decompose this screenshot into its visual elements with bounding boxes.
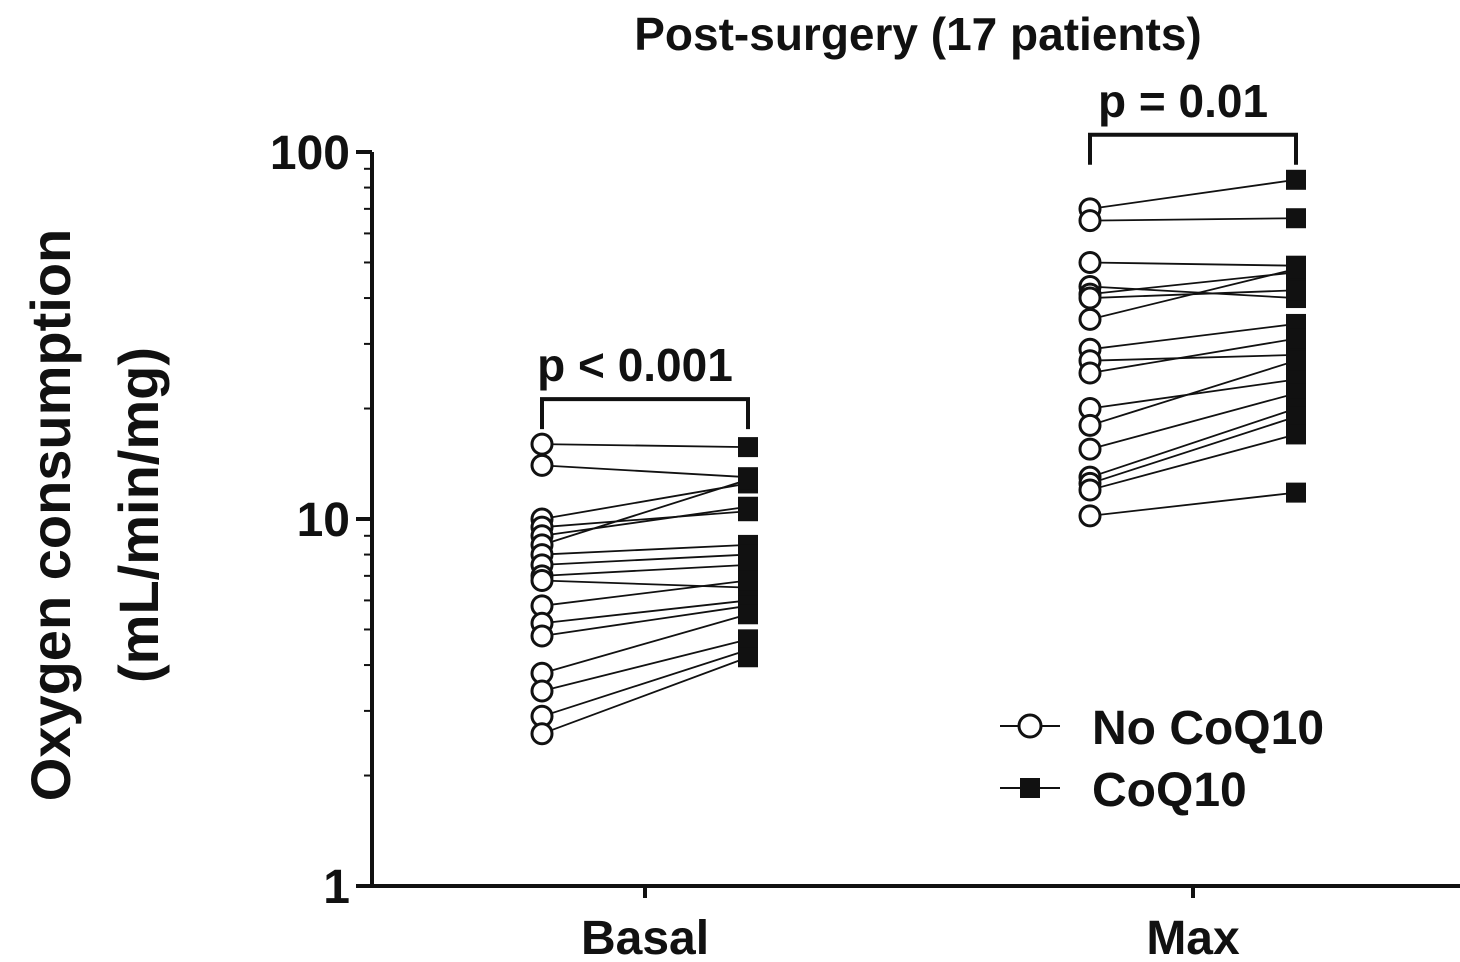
axes: Basal Max (370, 152, 1460, 962)
group-basal (530, 432, 758, 746)
point-coq10 (738, 604, 758, 625)
pair-line (1089, 268, 1297, 321)
pair-line (1089, 353, 1297, 362)
point-coq10 (1286, 328, 1306, 349)
y-axis-label-line2: (mL/min/mg) (107, 347, 170, 683)
pair-line (1089, 491, 1297, 517)
significance-bracket (540, 397, 750, 430)
point-no-coq10 (1078, 307, 1102, 331)
x-tick-label-basal: Basal (581, 912, 709, 962)
point-coq10 (1286, 406, 1306, 427)
point-no-coq10 (530, 453, 554, 477)
point-coq10 (1286, 258, 1306, 279)
pair-line (541, 464, 749, 479)
pair-line (541, 648, 749, 718)
data-series (530, 169, 1306, 746)
point-coq10 (1286, 169, 1306, 190)
point-no-coq10 (1078, 413, 1102, 437)
pair-line (1089, 217, 1297, 222)
pair-line (541, 505, 749, 537)
legend-label-no-coq10: No CoQ10 (1092, 702, 1324, 755)
pair-line (1089, 407, 1297, 479)
point-no-coq10 (530, 722, 554, 746)
point-no-coq10 (530, 568, 554, 592)
point-coq10 (1286, 350, 1306, 371)
legend-marker-open-circle (1017, 713, 1043, 739)
point-coq10 (738, 554, 758, 575)
group-max (1078, 169, 1306, 528)
pair-line (541, 478, 749, 546)
point-no-coq10 (1078, 209, 1102, 233)
point-coq10 (1286, 208, 1306, 229)
p-value-label: p = 0.01 (1098, 75, 1268, 127)
y-tick-label: 1 (323, 861, 350, 914)
y-axis-label: Oxygen consumption (mL/min/mg) (19, 229, 170, 802)
pair-line (541, 613, 749, 675)
point-coq10 (1286, 482, 1306, 503)
pair-line (1089, 433, 1297, 491)
legend-entry-coq10: CoQ10 (1000, 764, 1247, 817)
legend-entry-no-coq10: No CoQ10 (1000, 702, 1324, 755)
y-tick-label: 10 (297, 494, 350, 547)
point-coq10 (1286, 280, 1306, 301)
point-no-coq10 (530, 624, 554, 648)
point-coq10 (738, 570, 758, 591)
point-coq10 (738, 437, 758, 458)
pair-line (541, 544, 749, 556)
pair-line (541, 563, 749, 577)
chart-title: Post-surgery (17 patients) (634, 8, 1201, 60)
significance-annotations: p < 0.001 p = 0.01 (537, 75, 1298, 430)
legend-marker-filled-square (1020, 778, 1040, 798)
legend-label-coq10: CoQ10 (1092, 764, 1247, 817)
pair-line (1089, 261, 1297, 267)
pair-line (541, 599, 749, 625)
y-tick-label: 100 (270, 127, 350, 180)
pair-line (1089, 323, 1297, 351)
point-no-coq10 (1078, 361, 1102, 385)
pair-line (541, 579, 749, 607)
point-coq10 (1286, 424, 1306, 445)
point-coq10 (738, 647, 758, 668)
pair-line (1089, 359, 1297, 427)
x-tick-label-max: Max (1146, 912, 1240, 962)
point-coq10 (1286, 383, 1306, 404)
y-axis-label-line1: Oxygen consumption (19, 229, 82, 802)
pair-line (541, 604, 749, 637)
significance-bracket (1088, 132, 1298, 165)
y-axis-ticks: 1 10 100 (270, 127, 372, 914)
point-coq10 (738, 496, 758, 517)
point-no-coq10 (1078, 250, 1102, 274)
pair-line (1089, 337, 1297, 374)
point-no-coq10 (1078, 286, 1102, 310)
pair-line (541, 510, 749, 529)
pair-line (541, 579, 749, 589)
legend: No CoQ10 CoQ10 (1000, 702, 1324, 817)
point-no-coq10 (1078, 437, 1102, 461)
pair-line (541, 656, 749, 735)
pair-line (541, 443, 749, 449)
pair-line (1089, 392, 1297, 451)
pair-line (1089, 285, 1297, 299)
point-no-coq10 (1078, 478, 1102, 502)
pair-line (1089, 178, 1297, 210)
pair-line (541, 482, 749, 520)
pair-line (1089, 378, 1297, 410)
pair-line (1089, 271, 1297, 296)
pair-line (1089, 415, 1297, 485)
p-value-label: p < 0.001 (537, 339, 733, 391)
point-no-coq10 (530, 679, 554, 703)
point-coq10 (738, 469, 758, 490)
pair-line (541, 638, 749, 692)
point-no-coq10 (530, 432, 554, 456)
pair-line (541, 553, 749, 566)
point-no-coq10 (1078, 504, 1102, 528)
